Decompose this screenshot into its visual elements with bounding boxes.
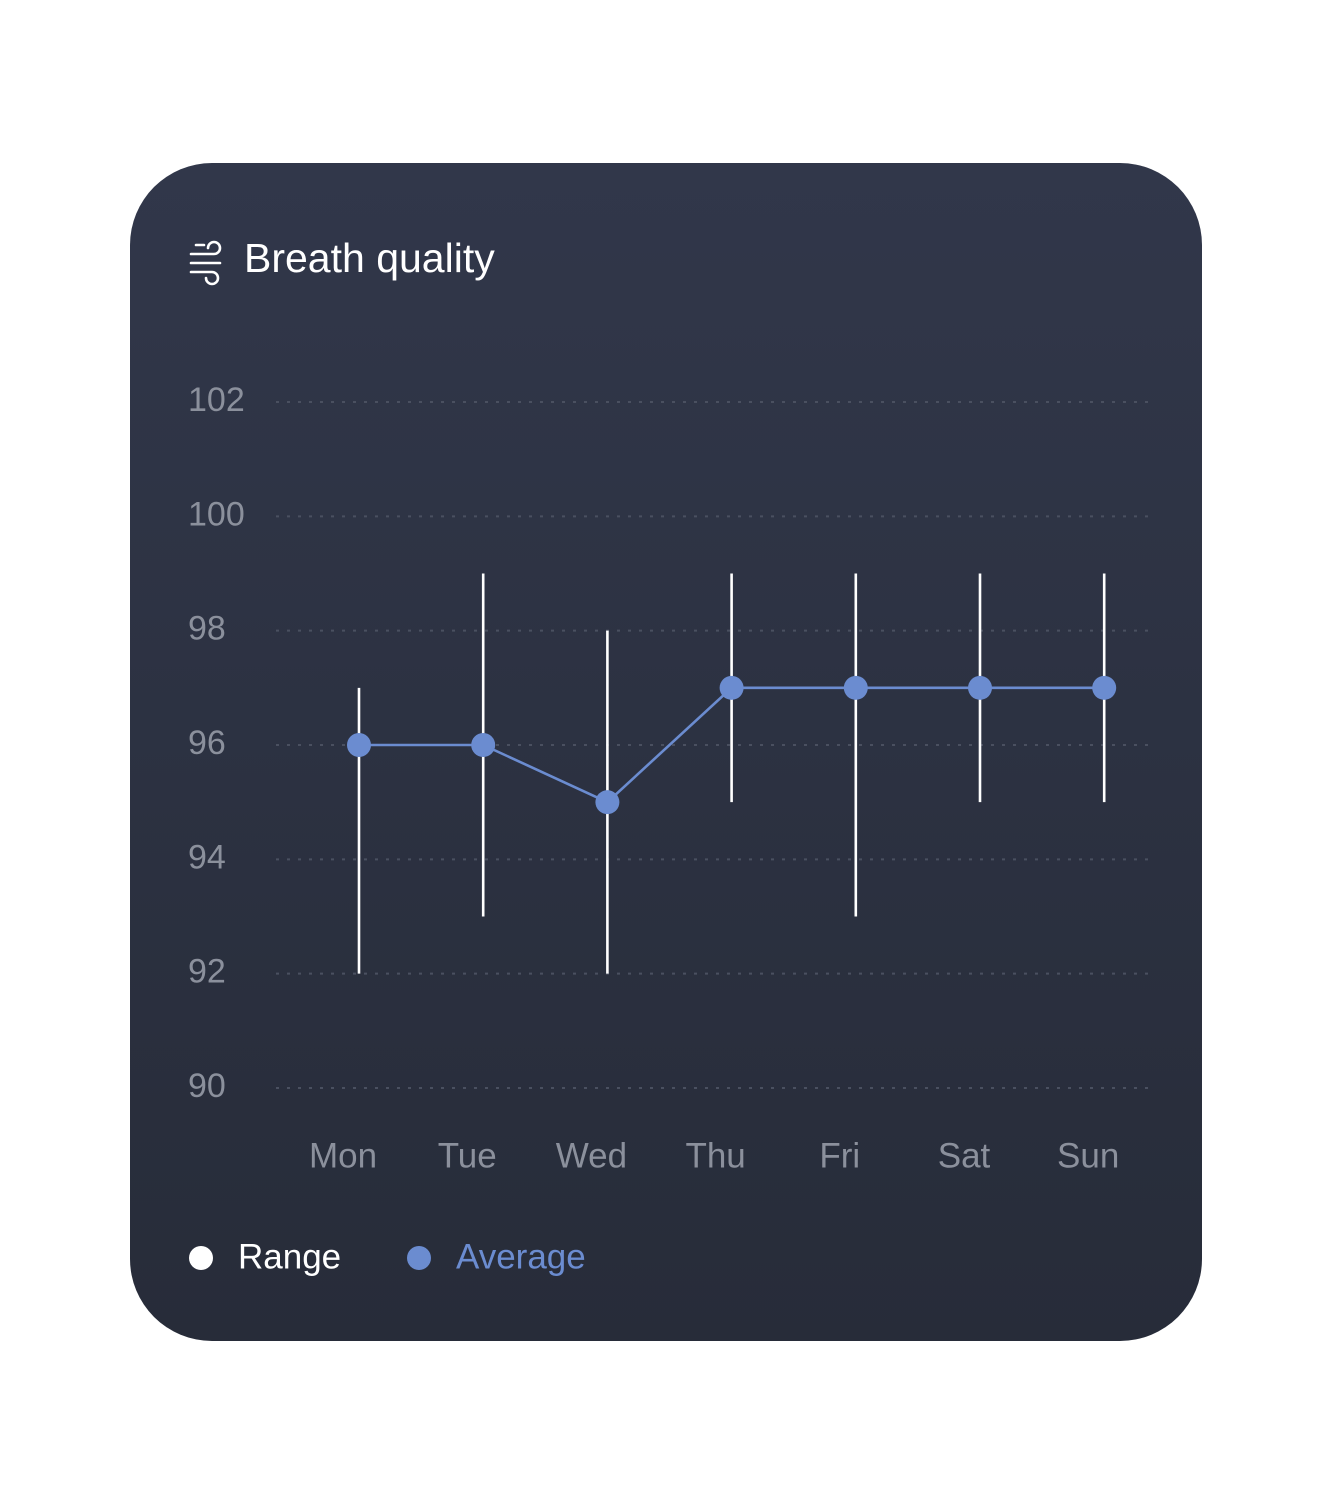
x-tick-label: Sun [1057, 1136, 1119, 1175]
x-tick-label: Mon [309, 1136, 377, 1175]
y-tick-label: 92 [188, 953, 226, 991]
x-tick-label: Tue [438, 1136, 497, 1175]
average-point [595, 790, 620, 815]
y-tick-label: 98 [188, 610, 226, 648]
average-point [968, 675, 992, 700]
wind-icon [189, 240, 222, 286]
average-point [471, 733, 496, 757]
x-tick-label: Sat [938, 1136, 991, 1175]
x-tick-label: Fri [819, 1136, 860, 1175]
average-point [347, 733, 371, 757]
average-point [719, 675, 744, 700]
x-tick-label: Wed [556, 1136, 627, 1175]
y-tick-label: 96 [188, 724, 226, 762]
y-tick-label: 94 [188, 838, 226, 876]
average-point [843, 675, 868, 700]
y-tick-label: 102 [188, 381, 245, 419]
chart-title: Breath quality [244, 235, 495, 281]
x-tick-label: Thu [685, 1136, 745, 1175]
y-tick-label: 90 [188, 1067, 226, 1105]
legend-swatch [407, 1246, 431, 1270]
legend-label: Average [456, 1237, 586, 1276]
average-point [1092, 675, 1117, 700]
card [130, 163, 1202, 1341]
legend-swatch [189, 1246, 213, 1270]
y-tick-label: 100 [188, 495, 245, 533]
legend-label: Range [238, 1237, 341, 1276]
